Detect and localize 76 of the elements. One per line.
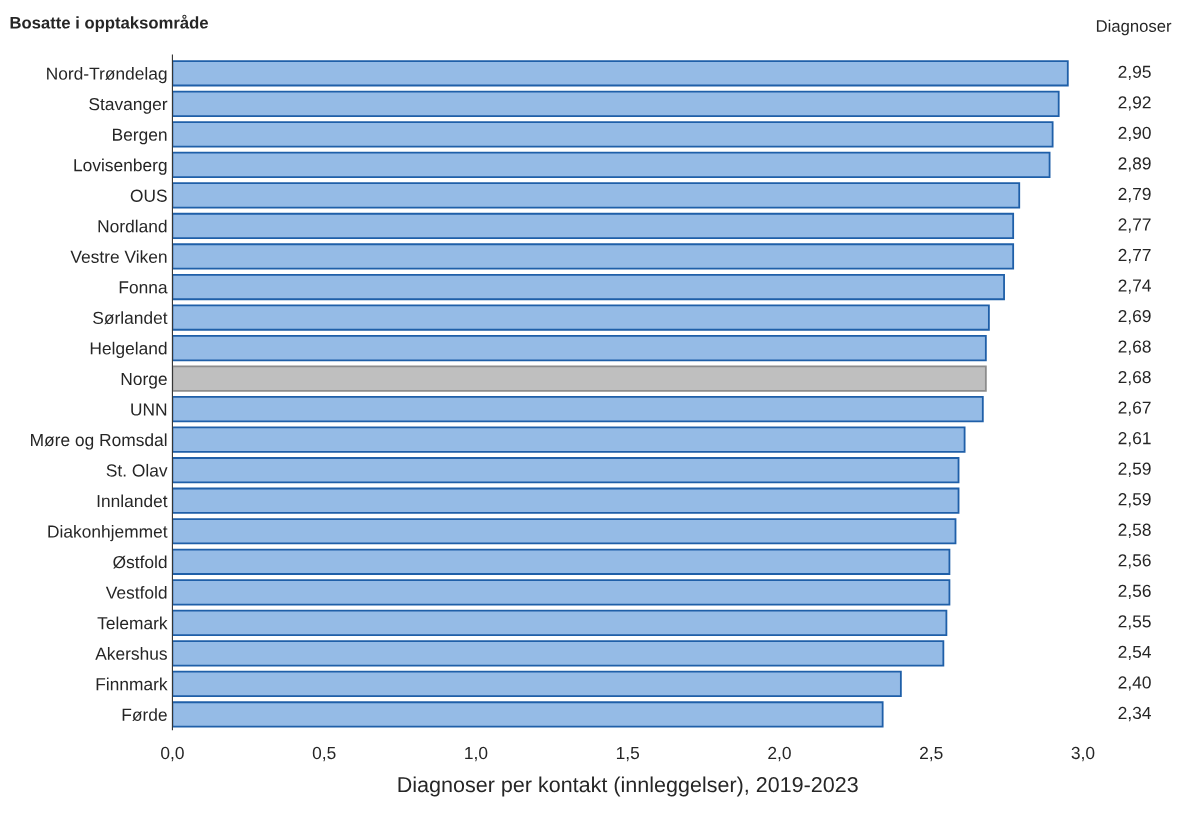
bar	[172, 548, 951, 575]
y-tick-label: Bergen	[113, 128, 167, 145]
data-label: 2,74	[1118, 279, 1151, 294]
y-tick-label: Akershus	[95, 647, 167, 660]
bar	[172, 90, 1060, 117]
x-axis-title: Diagnoser per kontakt (innleggelser), 2019-2023	[398, 776, 858, 797]
data-label: 2,68	[1118, 340, 1151, 355]
bar	[172, 701, 884, 728]
bar	[172, 60, 1069, 87]
y-tick-label: Diakonhjemmet	[48, 524, 168, 542]
y-tick-label: Møre og Romsdal	[31, 433, 167, 450]
data-label: 2,90	[1118, 126, 1151, 142]
y-tick-label: Finnmark	[96, 677, 168, 691]
data-label: 2,67	[1118, 401, 1151, 416]
bar	[172, 396, 984, 423]
x-tick-label: 0,5	[312, 746, 336, 762]
data-label: 2,54	[1118, 645, 1151, 661]
x-tick-label: 0,0	[161, 746, 184, 762]
y-tick-label: Stavanger	[89, 97, 168, 114]
y-tick-label: OUS	[130, 189, 167, 202]
data-label: 2,55	[1118, 615, 1151, 630]
data-label: 2,34	[1118, 706, 1151, 722]
bar	[172, 426, 966, 453]
bar	[172, 487, 960, 514]
data-label: 2,56	[1118, 584, 1151, 600]
bar	[172, 518, 957, 545]
data-label: 2,58	[1118, 523, 1151, 538]
x-tick-label: 1,5	[616, 747, 640, 762]
data-label: 2,40	[1118, 676, 1151, 691]
data-label: 2,92	[1118, 96, 1151, 111]
y-tick-label: Lovisenberg	[74, 158, 167, 175]
bar	[172, 304, 990, 331]
bar	[172, 640, 945, 667]
bar	[172, 182, 1021, 209]
data-label: 2,61	[1118, 432, 1151, 447]
y-tick-label: Førde	[122, 708, 167, 722]
x-tick-label: 1,0	[465, 746, 488, 762]
text: Diagnoser	[1096, 19, 1172, 36]
y-tick-label: UNN	[131, 403, 167, 416]
bar	[172, 457, 960, 484]
y-tick-label: Nord-Trøndelag	[47, 67, 167, 84]
x-tick-label: 2,5	[920, 746, 943, 762]
y-tick-label: Helgeland	[90, 341, 167, 358]
data-label: 2,68	[1118, 370, 1151, 386]
x-tick-label: 3,0	[1071, 746, 1095, 762]
y-tick-label: Innlandet	[97, 494, 168, 508]
bar	[172, 212, 1015, 240]
y-tick-label: Sørlandet	[93, 311, 168, 325]
bar	[172, 243, 1015, 270]
bar	[172, 579, 951, 606]
y-tick-label: St. Olav	[106, 463, 168, 477]
y-tick-label: Vestfold	[105, 586, 167, 599]
bar	[172, 365, 987, 392]
data-label: 2,77	[1118, 218, 1151, 233]
data-label: 2,69	[1118, 309, 1151, 325]
data-label: 2,56	[1118, 554, 1151, 569]
data-label: 2,79	[1118, 187, 1151, 203]
data-label: 2,59	[1118, 493, 1151, 508]
bar	[172, 151, 1051, 179]
y-tick-label: Fonna	[119, 281, 168, 294]
y-tick-label: Norge	[121, 372, 167, 389]
data-label: 2,89	[1118, 157, 1151, 172]
y-tick-label: Telemark	[97, 616, 168, 630]
y-tick-label: Vestre Viken	[70, 250, 167, 263]
data-label: 2,59	[1118, 462, 1151, 477]
y-axis-title: Bosatte i opptaksområde	[10, 14, 208, 32]
x-tick-label: 2,0	[768, 746, 791, 762]
y-tick-label: Nordland	[98, 219, 167, 233]
bar	[172, 334, 987, 362]
bar	[172, 609, 948, 636]
bar	[172, 670, 902, 698]
bar	[172, 121, 1054, 148]
data-label: 2,77	[1118, 248, 1151, 264]
bar	[172, 273, 1005, 301]
data-label: 2,95	[1118, 65, 1151, 81]
y-tick-label: Østfold	[113, 555, 167, 569]
